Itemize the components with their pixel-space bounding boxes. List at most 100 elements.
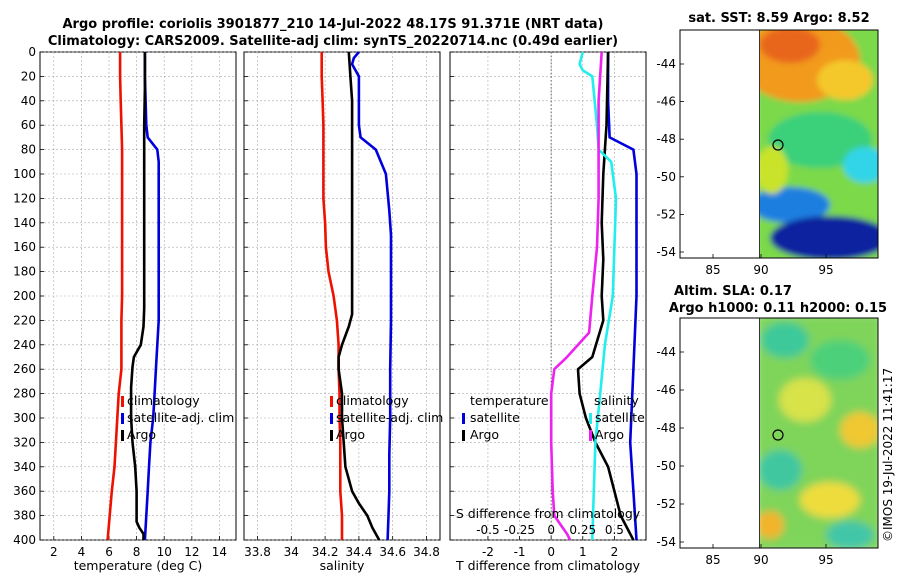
depth-tick-label: 240 [13, 338, 36, 352]
sst-lon-tick-labels: 85 90 95 [705, 254, 834, 277]
x-tick-label: 8 [133, 545, 141, 559]
sla-map: Altim. SLA: 0.17 Argo h1000: 0.11 h2000:… [656, 284, 887, 567]
salinity-x-label: salinity [320, 558, 365, 573]
map-lat-tick-label: -46 [656, 95, 676, 109]
map-lat-tick-label: -46 [656, 383, 676, 397]
depth-tick-label: 20 [21, 69, 36, 83]
map-lon-tick-label: 95 [818, 553, 833, 567]
difference-grid [450, 51, 646, 541]
difference-top-axis: S difference from climatology -0.5 -0.25 0… [456, 506, 641, 537]
x-tick-label: 2 [611, 545, 619, 559]
series-line-climatology [106, 52, 124, 541]
sla-field-blur [760, 318, 878, 548]
sst-map-title: sat. SST: 8.59 Argo: 8.52 [688, 11, 869, 26]
map-lon-tick-label: 85 [705, 263, 720, 277]
map-lat-tick-label: -52 [656, 497, 676, 511]
depth-tick-label: 280 [13, 387, 36, 401]
sla-lon-tick-labels: 85 90 95 [705, 544, 834, 567]
legend-swatch-argo [330, 430, 333, 441]
series-line-argo [337, 51, 381, 541]
depth-tick-label: 260 [13, 362, 36, 376]
legend-label-s-argo: Argo [595, 427, 624, 442]
sla-teal-patch-3 [760, 450, 802, 490]
x-tick-label: -2 [482, 545, 494, 559]
legend-label-t-satellite: satellite [470, 410, 520, 425]
series-line-argo [129, 52, 147, 540]
depth-tick-label: 40 [21, 94, 36, 108]
depth-tick-label: 220 [13, 313, 36, 327]
map-lon-tick-label: 85 [705, 553, 720, 567]
sla-teal-patch-4 [826, 521, 874, 548]
sst-lime-patch [760, 146, 788, 194]
temperature-depth-tick-labels: 0 20 40 60 80 100 120 140 160 180 200 220 240 260 280 3… [13, 45, 36, 547]
sst-argo-marker [772, 139, 784, 151]
legend-label-satellite: satellite-adj. clim [336, 410, 443, 425]
depth-tick-label: 140 [13, 216, 36, 230]
imos-stamp: ©IMOS 19-Jul-2022 11:41:17 [881, 368, 895, 542]
depth-tick-label: 400 [13, 533, 36, 547]
legend-swatch-t-argo [462, 430, 465, 441]
temperature-difference-legend: temperature satellite Argo [462, 393, 549, 442]
difference-x-tick-labels: -2 -1 0 1 2 [482, 545, 618, 559]
s-diff-tick-label: -0.25 [504, 523, 535, 537]
sst-field-blur [760, 30, 878, 258]
salinity-x-tick-labels: 33.8 34 34.2 34.4 34.6 34.8 [244, 545, 440, 559]
depth-tick-label: 100 [13, 167, 36, 181]
x-tick-label: 10 [157, 545, 172, 559]
sla-yellow-patch-2 [840, 412, 878, 448]
sst-green-patch [768, 112, 872, 168]
temperature-legend: climatology satellite-adj. clim Argo [121, 393, 234, 442]
temperature-x-label: temperature (deg C) [74, 558, 203, 573]
legend-label-s-satellite: satellite [595, 410, 645, 425]
sst-blue-patch [760, 187, 830, 223]
map-lat-tick-label: -44 [656, 345, 676, 359]
salinity-difference-legend: salinity satellite Argo [589, 393, 645, 442]
legend-label-argo: Argo [127, 427, 156, 442]
depth-tick-label: 340 [13, 460, 36, 474]
salinity-series [320, 51, 393, 541]
sla-map-title-line2: Argo h1000: 0.11 h2000: 0.15 [669, 301, 887, 316]
depth-tick-label: 200 [13, 289, 36, 303]
temperature-grid [40, 51, 236, 541]
sst-lat-tick-labels: -44 -46 -48 -50 -52 -54 [656, 57, 684, 259]
s-difference-axis-label: S difference from climatology [456, 506, 641, 521]
depth-tick-label: 300 [13, 411, 36, 425]
s-diff-tick-label: 0.5 [605, 523, 624, 537]
s-diff-tick-label: -0.5 [476, 523, 499, 537]
map-lon-tick-label: 90 [753, 553, 768, 567]
depth-tick-label: 160 [13, 240, 36, 254]
series-line-t-argo [576, 51, 635, 541]
sst-map-frame [679, 29, 879, 259]
sst-cyan-patch [843, 147, 878, 183]
series-line-satellite-adj-clim [350, 51, 393, 541]
x-tick-label: 2 [50, 545, 58, 559]
legend-label-t-argo: Argo [470, 427, 499, 442]
s-diff-tick-label: 0.25 [569, 523, 596, 537]
map-lat-tick-label: -50 [656, 170, 676, 184]
legend-swatch-s-satellite [589, 413, 592, 424]
depth-tick-label: 0 [28, 45, 36, 59]
temperature-x-tick-labels: 2 4 6 8 10 12 14 [50, 545, 227, 559]
legend-label-climatology: climatology [127, 393, 200, 408]
legend-swatch-argo [121, 430, 124, 441]
legend-swatch-t-satellite [462, 413, 465, 424]
series-line-s-argo [549, 51, 603, 541]
difference-panel: -2 -1 0 1 2 S difference from climatology -0… [449, 51, 647, 573]
depth-tick-label: 360 [13, 484, 36, 498]
depth-tick-label: 180 [13, 265, 36, 279]
x-tick-label: 1 [579, 545, 587, 559]
legend-title-salinity: salinity [594, 393, 639, 408]
depth-tick-label: 80 [21, 143, 36, 157]
sst-yellow-patch [817, 60, 873, 100]
figure-title-line2: Climatology: CARS2009. Satellite-adj cli… [48, 34, 618, 49]
series-line-satellite-adj-clim [143, 52, 160, 541]
sst-field [760, 30, 878, 258]
map-lat-tick-label: -52 [656, 207, 676, 221]
sla-yellow-patch-1 [779, 378, 831, 422]
legend-label-satellite: satellite-adj. clim [127, 410, 234, 425]
salinity-panel: 33.8 34 34.2 34.4 34.6 34.8 salinity climatol… [243, 51, 443, 573]
map-lat-tick-label: -50 [656, 459, 676, 473]
legend-swatch-climatology [121, 396, 124, 407]
legend-title-temperature: temperature [470, 393, 549, 408]
